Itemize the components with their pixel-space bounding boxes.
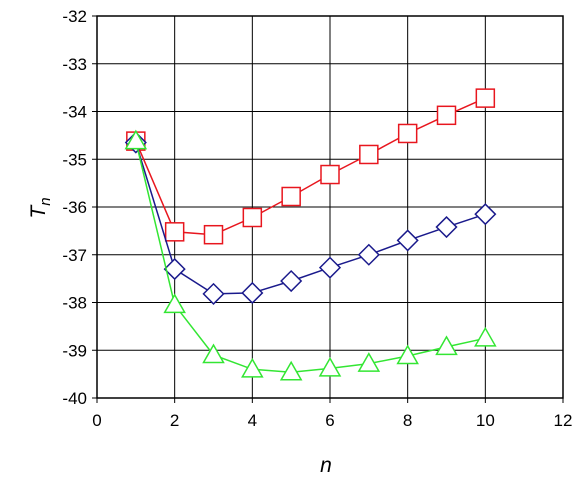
data-point-triangle — [241, 357, 264, 378]
data-point-triangle — [279, 360, 303, 381]
data-point-triangle — [202, 343, 225, 364]
data-point-diamond — [202, 282, 225, 305]
data-point-square — [164, 222, 185, 242]
data-point-square — [242, 207, 263, 228]
data-point-diamond — [280, 269, 303, 293]
y-axis-title: Tn — [27, 197, 54, 218]
data-point-diamond — [318, 256, 342, 279]
gridlines — [97, 16, 563, 398]
y-axis-title-subscript: n — [37, 197, 54, 205]
y-tick-label: -32 — [62, 7, 87, 26]
data-point-triangle — [357, 352, 381, 372]
series-triangle — [124, 129, 497, 381]
data-series — [124, 88, 497, 381]
y-tick-label: -33 — [62, 55, 87, 74]
data-point-diamond — [435, 215, 458, 239]
data-point-triangle — [163, 293, 186, 314]
data-point-square — [320, 164, 340, 185]
data-point-diamond — [163, 258, 186, 281]
series-line-triangle — [135, 140, 486, 373]
y-tick-label: -37 — [62, 246, 87, 265]
data-point-diamond — [474, 203, 497, 226]
y-tick-label: -38 — [62, 294, 87, 313]
x-tick-label: 2 — [170, 411, 179, 430]
y-tick-label: -34 — [62, 103, 87, 122]
data-point-triangle — [396, 344, 419, 365]
x-tick-label: 6 — [325, 411, 334, 430]
x-axis-title: n — [320, 454, 332, 477]
series-line-diamond — [135, 142, 486, 295]
data-point-square — [359, 144, 379, 165]
y-tick-label: -35 — [62, 150, 87, 169]
data-point-square — [281, 186, 301, 207]
data-point-triangle — [435, 335, 458, 356]
series-line-square — [135, 97, 486, 236]
data-point-square — [475, 88, 496, 108]
y-tick-label: -36 — [62, 198, 87, 217]
series-diamond — [124, 131, 497, 305]
y-tick-label: -39 — [62, 341, 87, 360]
x-tick-label: 10 — [476, 411, 495, 430]
y-tick-label: -40 — [62, 389, 87, 408]
data-point-square — [203, 224, 224, 245]
x-tick-label: 4 — [248, 411, 257, 430]
y-axis-tick-labels: -40 -39 -38 -37 -36 -35 -34 -33 -32 — [62, 7, 97, 408]
data-point-triangle — [474, 326, 497, 347]
data-point-triangle — [124, 129, 148, 150]
data-point-diamond — [241, 281, 264, 305]
x-tick-label: 0 — [92, 411, 101, 430]
x-tick-label: 8 — [403, 411, 412, 430]
data-point-diamond — [396, 229, 419, 252]
data-point-triangle — [318, 356, 342, 377]
x-axis-tick-labels: 0 2 4 6 8 10 12 — [92, 398, 572, 430]
y-axis-title-main: T — [27, 204, 50, 219]
data-point-diamond — [357, 243, 380, 266]
data-point-square — [436, 105, 457, 126]
data-point-square — [397, 123, 418, 144]
x-tick-label: 12 — [554, 411, 573, 430]
